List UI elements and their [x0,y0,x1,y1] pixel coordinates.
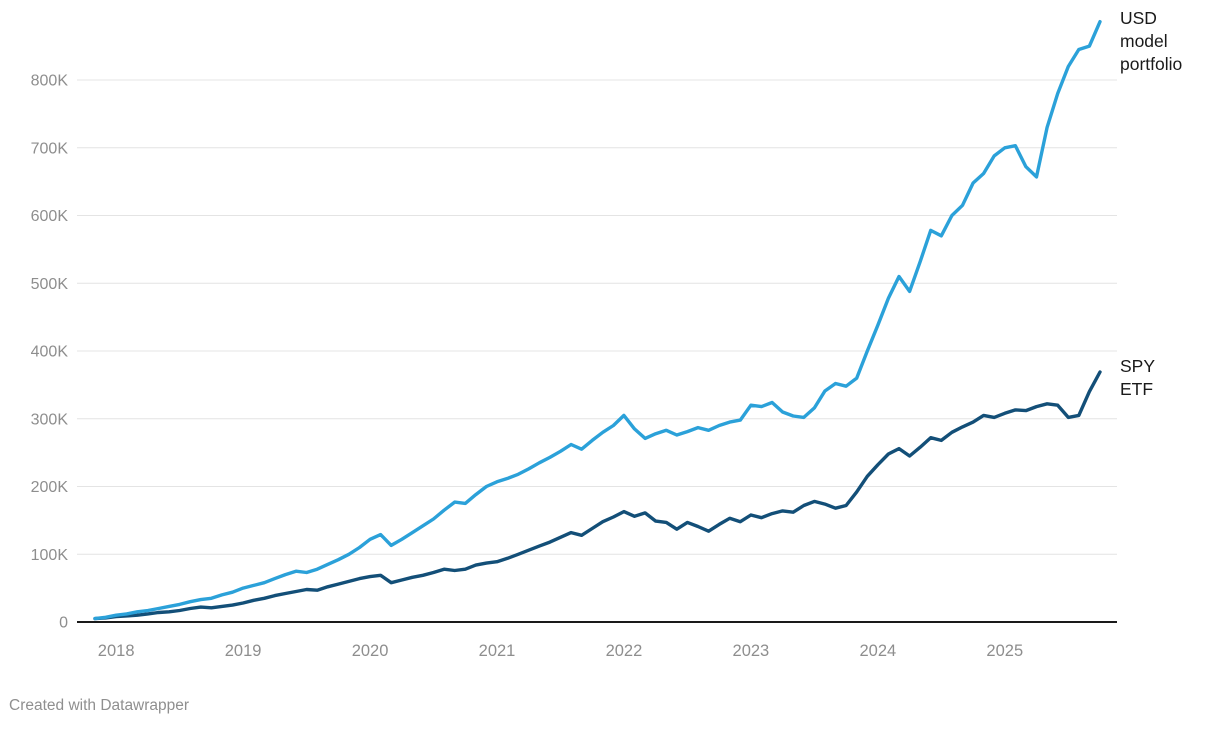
series-label-usd-model-portfolio: USD model portfolio [1120,8,1183,74]
x-tick-label-2021: 2021 [479,642,516,660]
y-tick-label-800K: 800K [31,73,69,90]
y-tick-label-500K: 500K [31,276,69,293]
y-tick-label-700K: 700K [31,140,69,157]
y-tick-label-300K: 300K [31,411,69,428]
y-tick-label-200K: 200K [31,479,69,496]
series-label-spy-etf: SPY ETF [1120,356,1156,399]
x-tick-label-2022: 2022 [606,642,643,660]
y-tick-label-400K: 400K [31,344,69,361]
x-tick-label-2023: 2023 [733,642,770,660]
series-line-spy-etf [93,370,1102,621]
x-tick-label-2018: 2018 [98,642,135,660]
x-tick-label-2019: 2019 [225,642,262,660]
portfolio-vs-spy-line-chart: 0 100K 200K 300K 400K 500K 600K 700K 800K 2018 201… [31,20,1117,660]
x-tick-label-2020: 2020 [352,642,389,660]
x-tick-label-2024: 2024 [859,642,896,660]
y-tick-label-600K: 600K [31,208,69,225]
y-tick-label-100K: 100K [31,547,69,564]
x-tick-label-2025: 2025 [986,642,1023,660]
datawrapper-credit-link[interactable]: Created with Datawrapper [9,697,190,714]
series-line-usd-model-portfolio [93,20,1102,621]
y-tick-label-0: 0 [59,615,68,632]
